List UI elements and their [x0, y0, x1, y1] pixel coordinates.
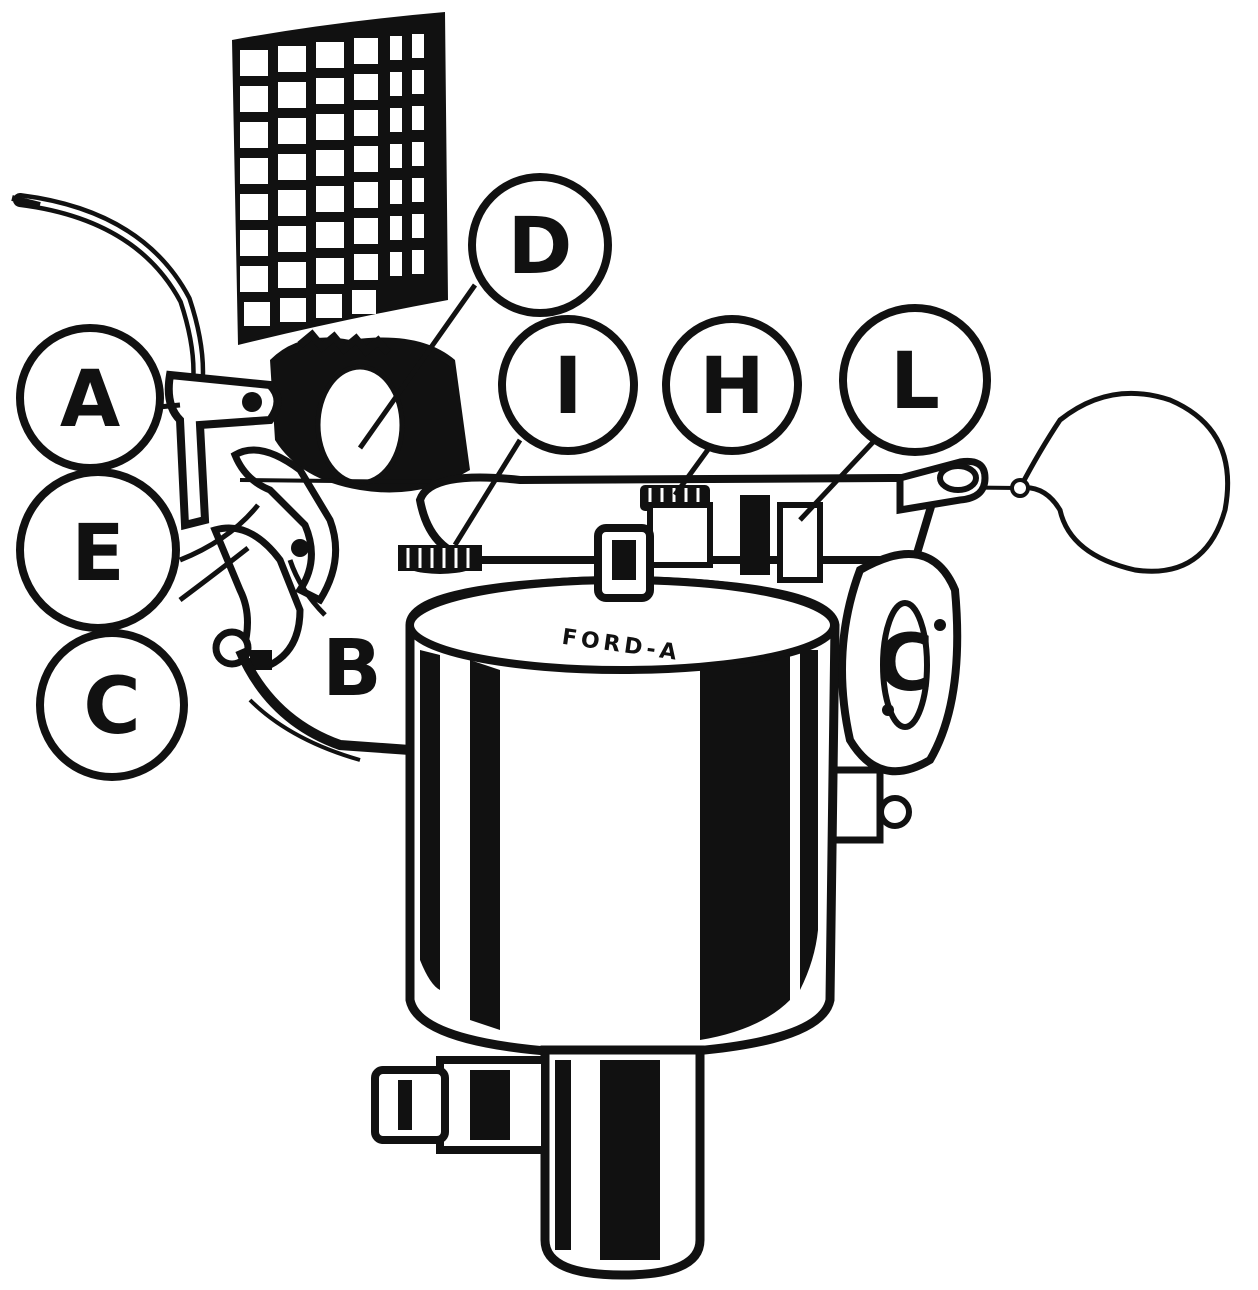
air-intake-screen: [232, 12, 448, 345]
callout-b: B: [322, 624, 381, 714]
leader-lines: [147, 283, 877, 617]
callout-c-left: C: [36, 629, 188, 781]
svg-text:C: C: [83, 662, 140, 752]
drain-column: [371, 1045, 705, 1280]
svg-text:I: I: [553, 342, 582, 432]
throat-housing: [270, 329, 470, 493]
callout-i: I: [498, 315, 638, 455]
callout-h: H: [662, 315, 802, 455]
choke-wire: [11, 193, 206, 387]
svg-text:L: L: [890, 337, 940, 427]
svg-text:H: H: [699, 342, 764, 432]
svg-text:C: C: [876, 619, 933, 709]
float-bowl: FORD-A: [405, 524, 840, 1060]
throttle-lever-assembly: [164, 370, 411, 762]
callout-l: L: [839, 304, 991, 456]
carburetor-body: [398, 457, 989, 844]
throttle-valve-disc: [315, 364, 405, 486]
svg-text:D: D: [508, 202, 573, 292]
svg-text:B: B: [322, 624, 381, 714]
callout-c-flange: C: [876, 619, 933, 709]
callout-d: D: [468, 173, 612, 317]
svg-text:A: A: [60, 355, 120, 445]
callout-a: A: [16, 324, 164, 472]
svg-text:E: E: [71, 509, 124, 599]
callout-e: E: [16, 468, 180, 632]
lever-stem-l: [740, 495, 770, 575]
